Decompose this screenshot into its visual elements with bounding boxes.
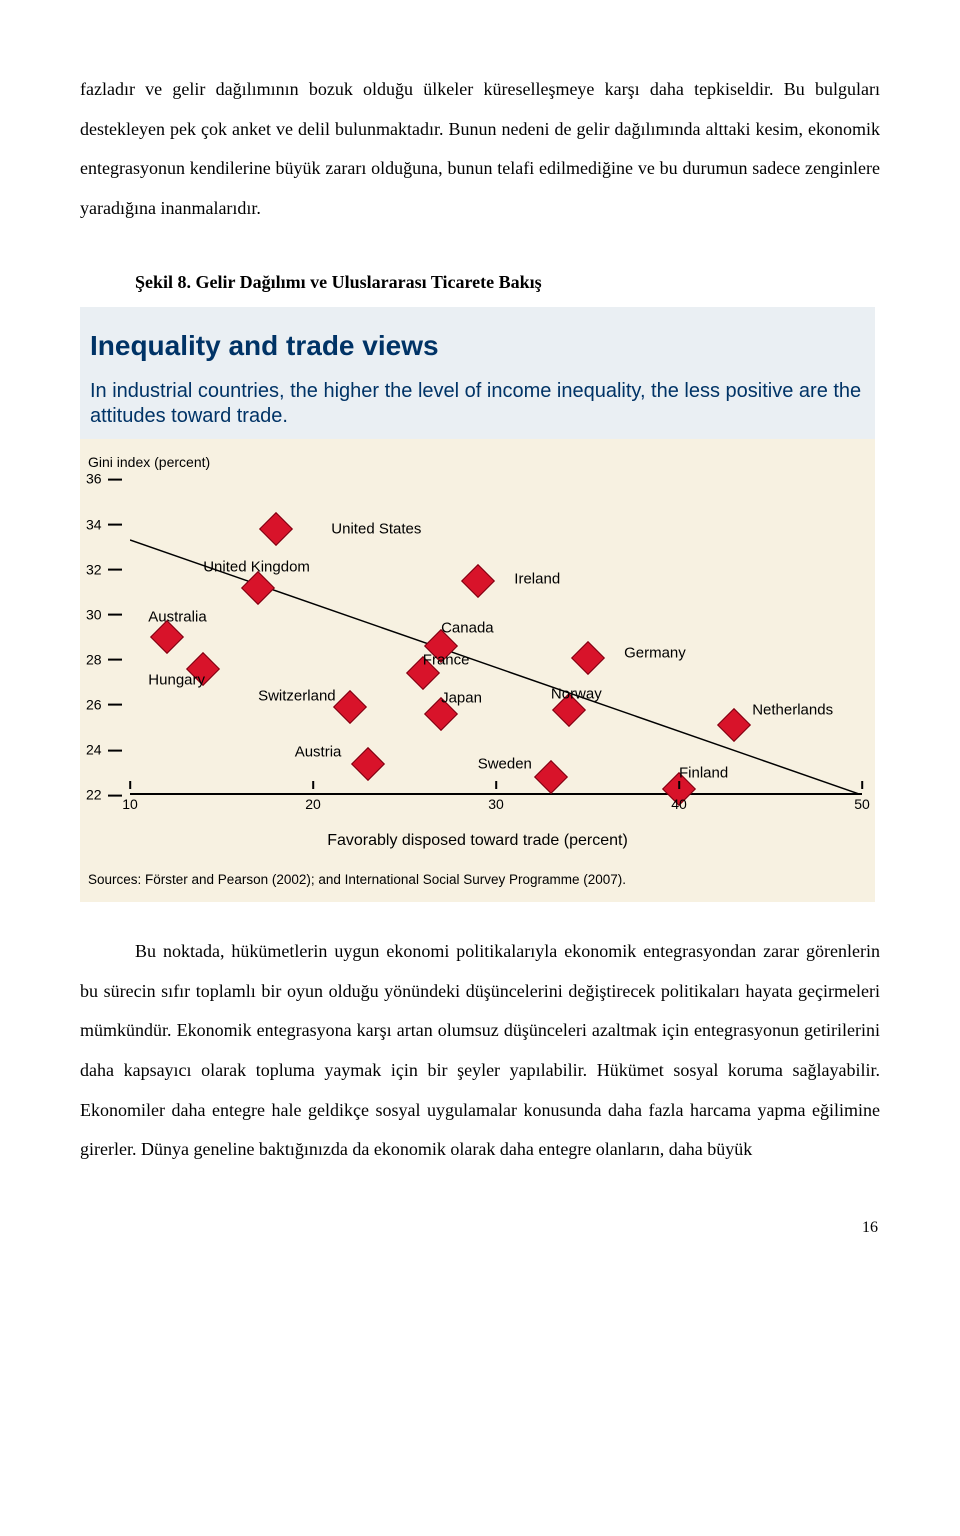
y-tick: 34 <box>86 509 128 540</box>
y-tick: 28 <box>86 645 128 676</box>
data-label: Sweden <box>478 747 532 780</box>
data-label: Austria <box>295 736 342 769</box>
chart-header: Inequality and trade views In industrial… <box>80 307 875 439</box>
page-number: 16 <box>80 1210 880 1245</box>
y-tick: 24 <box>86 735 128 766</box>
chart-title: Inequality and trade views <box>90 315 865 377</box>
y-tick: 36 <box>86 464 128 495</box>
data-label: United States <box>331 513 421 546</box>
data-label: Canada <box>441 612 494 645</box>
data-label: United Kingdom <box>203 551 310 584</box>
y-tick: 32 <box>86 554 128 585</box>
data-label: France <box>423 643 470 676</box>
data-label: Switzerland <box>258 680 336 713</box>
y-tick: 22 <box>86 780 128 811</box>
data-label: Norway <box>551 677 602 710</box>
data-label: Japan <box>441 682 482 715</box>
x-tick: 20 <box>305 781 321 820</box>
data-label: Ireland <box>514 562 560 595</box>
chart-body: Gini index (percent) United StatesUnited… <box>80 439 875 903</box>
scatter-plot: United States United Kingdom Ireland Austra… <box>86 479 866 819</box>
chart-subtitle: In industrial countries, the higher the … <box>90 379 865 429</box>
x-tick: 40 <box>671 781 687 820</box>
data-label: Hungary <box>148 664 205 697</box>
y-tick: 26 <box>86 690 128 721</box>
figure-caption: Şekil 8. Gelir Dağılımı ve Uluslararası … <box>80 263 880 303</box>
chart-sources: Sources: Förster and Pearson (2002); and… <box>86 861 869 899</box>
data-label: Australia <box>148 601 206 634</box>
x-ticks: 1020304050 <box>130 797 862 819</box>
data-label: Germany <box>624 637 686 670</box>
paragraph-top: fazladır ve gelir dağılımının bozuk oldu… <box>80 70 880 228</box>
data-label: Netherlands <box>752 693 833 726</box>
x-tick: 50 <box>854 781 870 820</box>
y-tick: 30 <box>86 599 128 630</box>
x-tick: 30 <box>488 781 504 820</box>
plot-area: United States United Kingdom Ireland Austra… <box>130 479 862 795</box>
x-axis-title: Favorably disposed toward trade (percent… <box>86 819 869 860</box>
paragraph-bottom: Bu noktada, hükümetlerin uygun ekonomi p… <box>80 932 880 1170</box>
y-axis-title: Gini index (percent) <box>88 447 869 478</box>
chart-container: Inequality and trade views In industrial… <box>80 307 875 902</box>
